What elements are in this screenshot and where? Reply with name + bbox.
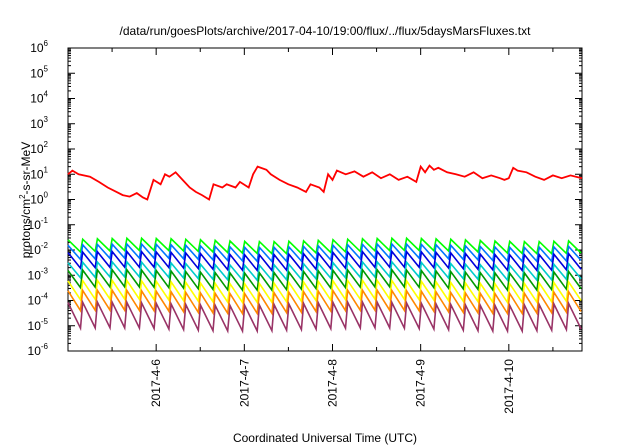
series-line xyxy=(67,299,582,335)
y-axis-label: protons/cm2-s-sr-MeV xyxy=(18,142,33,258)
y-tick-label-exponent: -5 xyxy=(41,317,49,326)
y-tick-label: 106 xyxy=(30,39,48,55)
y-tick-label-exponent: 5 xyxy=(44,64,49,73)
x-tick-label: 2017-4-9 xyxy=(414,359,428,407)
y-tick-label: 10-2 xyxy=(28,241,49,257)
y-tick-label-exponent: 3 xyxy=(44,115,49,124)
x-tick-label: 2017-4-6 xyxy=(149,359,163,407)
y-tick-label-base: 10 xyxy=(30,167,44,181)
y-tick-label-base: 10 xyxy=(28,268,42,282)
y-tick-label: 102 xyxy=(30,140,48,156)
y-tick-label: 101 xyxy=(30,165,48,181)
y-tick-label-exponent: 6 xyxy=(44,39,49,48)
y-tick-label-exponent: 1 xyxy=(44,165,49,174)
y-tick-label-exponent: -6 xyxy=(41,342,49,351)
x-axis-label: Coordinated Universal Time (UTC) xyxy=(233,431,417,445)
chart-title: /data/run/goesPlots/archive/2017-04-10/1… xyxy=(120,24,532,38)
y-tick-label-base: 10 xyxy=(30,66,44,80)
series-line xyxy=(67,287,582,316)
y-tick-label-base: 10 xyxy=(28,243,42,257)
x-tick-label: 2017-4-10 xyxy=(502,359,516,414)
y-tick-label: 10-4 xyxy=(28,292,49,308)
y-tick-label: 103 xyxy=(30,115,48,131)
plot-frame xyxy=(67,47,583,352)
y-tick-label: 10-6 xyxy=(28,342,49,358)
x-axis: 2017-4-6 2017-4-7 2017-4-8 2017-4-9 2017-4-1… xyxy=(111,48,554,414)
y-tick-label-base: 10 xyxy=(30,142,44,156)
y-axis-label-part1: protons/cm xyxy=(19,199,33,258)
y-tick-label-exponent: -2 xyxy=(41,241,49,250)
y-tick-label: 105 xyxy=(30,64,48,80)
y-tick-label: 104 xyxy=(30,90,48,106)
y-tick-label-base: 10 xyxy=(28,294,42,308)
y-axis-label-superscript: 2 xyxy=(18,194,27,199)
series-line xyxy=(67,260,582,283)
y-tick-label-base: 10 xyxy=(28,319,42,333)
series-line xyxy=(67,267,582,293)
series-line xyxy=(67,249,582,273)
y-tick-label-exponent: -1 xyxy=(41,216,49,225)
series-line xyxy=(67,236,582,256)
y-tick-label: 10-3 xyxy=(28,266,49,282)
y-tick-label-base: 10 xyxy=(30,193,44,207)
x-tick-label: 2017-4-7 xyxy=(237,359,251,407)
y-tick-label-base: 10 xyxy=(30,41,44,55)
y-tick-label-exponent: 2 xyxy=(44,140,49,149)
y-tick-label: 10-1 xyxy=(28,216,49,232)
series-line xyxy=(67,242,582,264)
y-tick-label-exponent: -4 xyxy=(41,292,49,301)
series-line xyxy=(67,164,583,201)
y-tick-label-exponent: 4 xyxy=(44,90,49,99)
y-tick-label-base: 10 xyxy=(28,218,42,232)
series-layer xyxy=(67,164,583,335)
y-tick-label-base: 10 xyxy=(30,117,44,131)
y-tick-label-base: 10 xyxy=(28,344,42,358)
y-tick-label-exponent: 0 xyxy=(44,191,49,200)
y-tick-label: 100 xyxy=(30,191,48,207)
y-axis-label-part2: -s-sr-MeV xyxy=(19,142,33,195)
y-tick-label: 10-5 xyxy=(28,317,49,333)
y-tick-label-base: 10 xyxy=(30,92,44,106)
y-tick-label-exponent: -3 xyxy=(41,266,49,275)
series-line xyxy=(67,278,582,305)
x-tick-label: 2017-4-8 xyxy=(325,359,339,407)
